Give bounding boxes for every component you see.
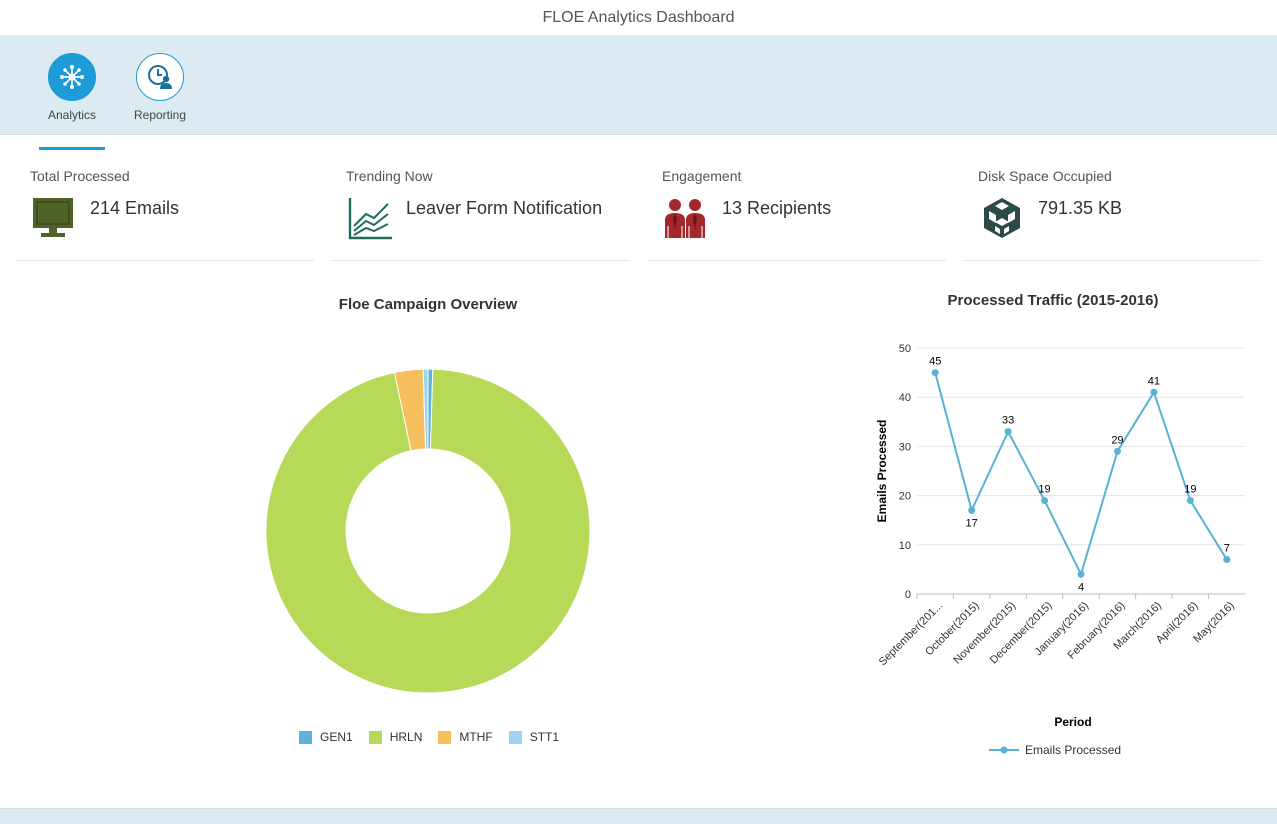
donut-legend: GEN1 HRLN MTHF STT1 <box>299 730 575 744</box>
legend-label: GEN1 <box>320 730 353 744</box>
donut-chart <box>265 368 591 694</box>
donut-chart-title: Floe Campaign Overview <box>338 296 518 313</box>
tile-value: 13 Recipients <box>722 198 832 218</box>
legend-label: STT1 <box>529 730 560 744</box>
clock-person-icon <box>136 53 184 101</box>
data-point[interactable] <box>968 506 976 514</box>
data-label: 19 <box>1038 484 1050 496</box>
legend-label: HRLN <box>389 730 423 744</box>
donut-slice-stt1[interactable] <box>422 368 429 450</box>
y-tick-label: 30 <box>899 441 911 453</box>
tile-total-processed: Total Processed 214 Emails <box>16 136 314 261</box>
toolbar: Analytics Reporting <box>0 35 1277 150</box>
legend-item-hrln[interactable]: HRLN <box>368 730 423 744</box>
y-axis-label: Emails Processed <box>875 420 889 523</box>
data-point[interactable] <box>1223 556 1231 564</box>
tile-title: Total Processed <box>30 168 130 184</box>
data-label: 41 <box>1148 375 1160 387</box>
data-point[interactable] <box>1004 428 1012 436</box>
data-label: 19 <box>1184 484 1196 496</box>
monitor-icon <box>30 196 78 240</box>
data-point[interactable] <box>1077 570 1085 578</box>
legend-swatch <box>438 730 452 744</box>
people-icon <box>662 196 710 240</box>
tile-value: 791.35 KB <box>1038 198 1123 218</box>
data-label: 29 <box>1111 434 1123 446</box>
y-tick-label: 20 <box>899 491 911 503</box>
legend-swatch <box>299 730 312 744</box>
legend-item-mthf[interactable]: MTHF <box>438 730 493 744</box>
data-point[interactable] <box>1113 447 1121 455</box>
tab-analytics-label: Analytics <box>47 108 97 122</box>
legend-label-emails-processed[interactable]: Emails Processed <box>1025 743 1121 757</box>
y-tick-label: 50 <box>899 343 911 355</box>
tile-engagement: Engagement 13 Recipients <box>648 136 946 261</box>
legend-swatch <box>508 730 522 744</box>
x-tick-label: September(201... <box>877 600 946 669</box>
footer-bar <box>0 808 1277 824</box>
y-tick-label: 10 <box>899 540 911 552</box>
series-line-emails-processed <box>934 372 1228 578</box>
tile-disk-space: Disk Space Occupied 791.35 KB <box>964 136 1260 261</box>
data-point[interactable] <box>1041 497 1049 505</box>
trend-lines-icon <box>346 196 394 240</box>
x-axis-label: Period <box>1054 715 1091 729</box>
y-tick-label: 40 <box>899 392 911 404</box>
active-tab-indicator <box>39 147 105 150</box>
tile-title: Engagement <box>662 168 742 184</box>
line-chart-title: Processed Traffic (2015-2016) <box>947 292 1159 309</box>
legend-item-gen1[interactable]: GEN1 <box>299 730 353 744</box>
x-tick-label: December(2015) <box>988 600 1055 667</box>
line-chart: 01020304050September(201...October(2015)… <box>875 343 1245 757</box>
data-point[interactable] <box>1186 497 1194 505</box>
data-label: 33 <box>1002 415 1014 427</box>
cubes-icon <box>978 196 1026 240</box>
tile-value: 214 Emails <box>90 198 180 218</box>
data-point[interactable] <box>931 369 939 377</box>
x-tick-label: November(2015) <box>951 600 1018 667</box>
donut-slice-hrln[interactable] <box>265 368 591 694</box>
legend-swatch <box>368 730 382 744</box>
data-label: 45 <box>929 356 941 368</box>
legend-label: MTHF <box>459 730 493 744</box>
tab-analytics[interactable]: Analytics <box>32 53 112 150</box>
y-tick-label: 0 <box>905 589 911 601</box>
data-label: 17 <box>966 517 978 529</box>
tab-reporting-label: Reporting <box>133 108 187 122</box>
analytics-network-icon <box>48 53 96 101</box>
tile-title: Trending Now <box>346 168 433 184</box>
tile-title: Disk Space Occupied <box>978 168 1112 184</box>
legend-marker <box>1000 746 1008 754</box>
tab-reporting[interactable]: Reporting <box>120 53 200 122</box>
app-title: FLOE Analytics Dashboard <box>0 0 1277 35</box>
tile-value: Leaver Form Notification <box>406 198 603 218</box>
legend-item-stt1[interactable]: STT1 <box>508 730 560 744</box>
tile-trending-now: Trending Now Leaver Form Notification <box>332 136 630 261</box>
data-point[interactable] <box>1150 388 1158 396</box>
data-label: 4 <box>1078 581 1084 593</box>
data-label: 7 <box>1224 543 1230 555</box>
